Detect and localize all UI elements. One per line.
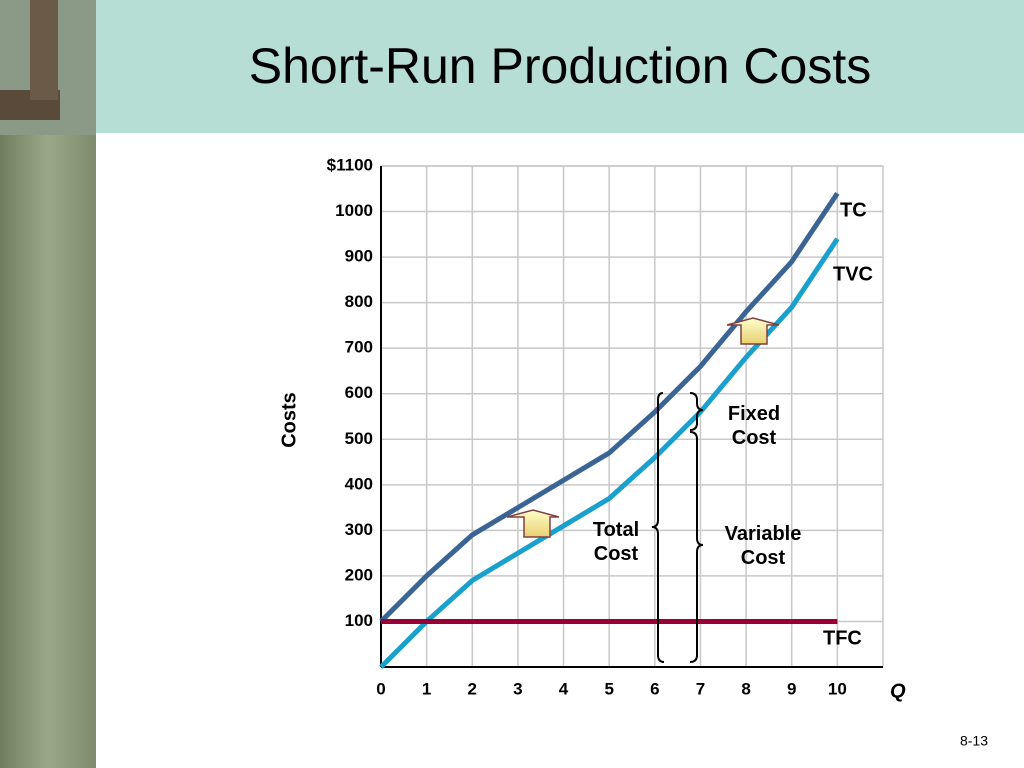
y-tick-label: 900 — [345, 247, 373, 266]
x-tick-label: 7 — [696, 679, 705, 698]
side-deco — [30, 0, 58, 100]
y-tick-label: 300 — [345, 520, 373, 539]
header — [96, 0, 1024, 133]
y-tick-label: 500 — [345, 429, 373, 448]
series-line — [379, 191, 840, 624]
annotation: Total Cost — [592, 519, 640, 565]
annotation: Fixed Cost — [727, 403, 781, 449]
y-tick-label: 600 — [345, 383, 373, 402]
x-tick-label: 5 — [604, 679, 613, 698]
y-tick-label: $1100 — [327, 155, 373, 174]
x-tick-label: 10 — [828, 679, 847, 698]
x-tick-label: 1 — [422, 679, 431, 698]
arrow — [506, 509, 560, 538]
series-label: TVC — [833, 263, 873, 285]
x-tick-label: 9 — [787, 679, 796, 698]
slide-number: 8-13 — [960, 733, 988, 749]
y-tick-label: 200 — [345, 565, 373, 584]
x-tick-label: 2 — [468, 679, 477, 698]
x-tick-label: 0 — [376, 679, 385, 698]
brace — [689, 392, 704, 431]
y-axis-label: Costs — [278, 392, 300, 448]
arrow — [726, 317, 780, 345]
x-tick-label: 6 — [650, 679, 659, 698]
series-label: TC — [840, 199, 867, 221]
y-tick-label: 100 — [345, 611, 373, 630]
series-label: TFC — [823, 627, 862, 649]
brace — [689, 431, 704, 663]
x-axis-label: Q — [890, 680, 906, 702]
x-tick-label: 8 — [741, 679, 750, 698]
y-tick-label: 700 — [345, 338, 373, 357]
annotation: Variable Cost — [724, 523, 802, 569]
y-tick-label: 1000 — [335, 201, 373, 220]
brace — [651, 392, 665, 663]
y-tick-label: 800 — [345, 292, 373, 311]
x-tick-label: 4 — [559, 679, 569, 698]
title: Short-Run Production Costs — [249, 38, 872, 94]
y-tick-label: 400 — [345, 474, 373, 493]
x-tick-label: 3 — [513, 679, 522, 698]
